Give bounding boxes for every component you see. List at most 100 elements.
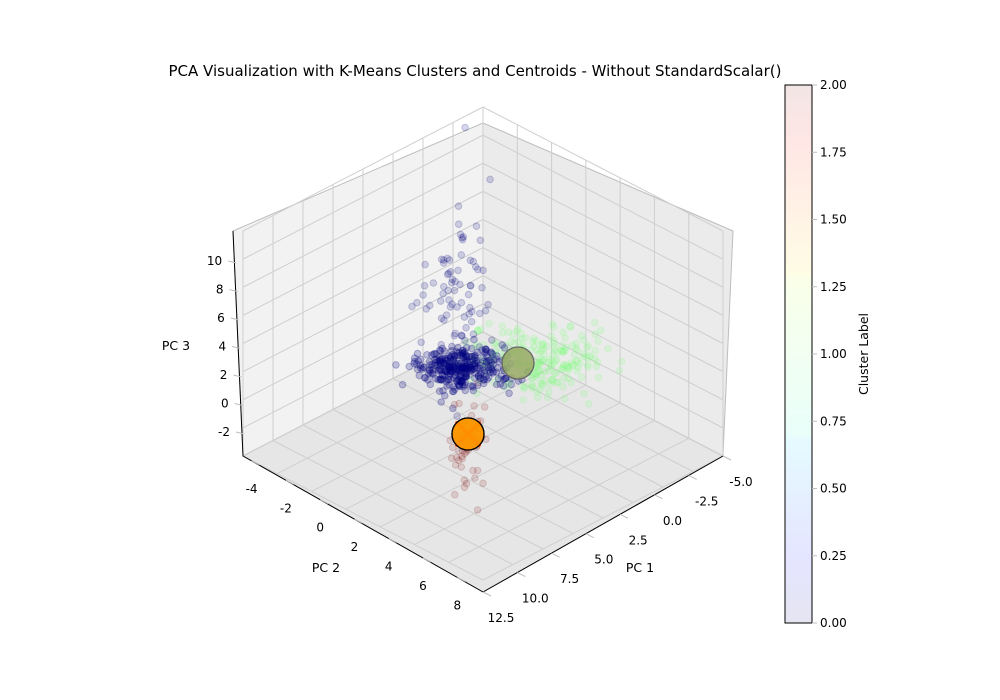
data-point — [577, 373, 586, 382]
data-point — [428, 363, 436, 372]
data-point — [451, 385, 459, 394]
data-point — [528, 380, 536, 389]
y-tick-label: -4 — [246, 482, 258, 496]
data-point — [454, 360, 463, 369]
data-point — [580, 389, 588, 398]
data-point — [437, 255, 446, 264]
data-point — [436, 359, 445, 368]
y-tick-label: 2 — [351, 540, 359, 554]
data-point — [482, 345, 491, 354]
data-point — [446, 362, 454, 371]
grid-lines — [242, 106, 724, 581]
data-point — [472, 222, 481, 230]
data-point — [419, 291, 427, 299]
data-point — [532, 337, 541, 345]
data-point — [440, 359, 449, 368]
data-point — [489, 369, 497, 377]
data-point — [492, 355, 500, 364]
data-point — [452, 453, 461, 462]
x-tick-mark — [654, 494, 663, 500]
data-point — [458, 380, 467, 389]
x-tick-mark — [722, 455, 732, 461]
data-point — [579, 350, 588, 358]
data-point — [548, 375, 556, 384]
data-point — [446, 354, 455, 362]
data-point — [458, 363, 467, 371]
data-point — [473, 506, 482, 514]
grid-line — [311, 366, 552, 492]
data-point — [462, 372, 470, 380]
data-point — [507, 380, 516, 389]
data-point — [479, 379, 488, 388]
grid-line — [392, 378, 634, 503]
data-point — [548, 320, 557, 329]
data-point — [444, 286, 453, 295]
centroid-cluster-1 — [501, 346, 535, 380]
data-point — [579, 352, 588, 361]
data-point — [441, 356, 450, 364]
data-point — [443, 357, 451, 365]
data-point — [593, 358, 602, 366]
data-point — [484, 300, 492, 309]
data-point — [547, 376, 556, 384]
data-point — [482, 357, 491, 366]
data-point — [459, 364, 468, 373]
colorbar: 0.00 0.25 0.50 0.75 1.00 1.25 1.50 1.75 2.00 Clu… — [784, 78, 871, 630]
x-axis-line — [482, 455, 724, 593]
data-point — [458, 363, 467, 372]
data-point — [398, 380, 407, 389]
data-point — [445, 363, 453, 371]
grid-line — [242, 162, 484, 288]
data-point — [476, 374, 484, 383]
data-point — [550, 369, 559, 378]
data-point — [459, 353, 468, 361]
data-point — [472, 357, 481, 366]
z-tick-label: 2 — [220, 368, 228, 382]
data-point — [529, 382, 537, 391]
data-point — [435, 357, 443, 365]
data-point — [499, 382, 508, 390]
data-point — [458, 234, 466, 242]
data-point — [468, 352, 476, 361]
data-point — [533, 346, 541, 354]
data-point — [446, 303, 455, 311]
data-point — [573, 363, 582, 372]
data-point — [467, 344, 476, 353]
data-point — [465, 363, 474, 372]
data-point — [591, 330, 600, 339]
data-point — [434, 361, 442, 369]
data-point — [517, 329, 526, 338]
data-point — [462, 372, 471, 381]
data-point — [440, 282, 448, 291]
data-point — [540, 367, 549, 376]
data-point — [454, 359, 463, 368]
data-point — [502, 374, 510, 382]
data-point — [466, 282, 475, 290]
data-point — [443, 367, 451, 376]
data-point — [505, 389, 513, 398]
data-point — [539, 341, 547, 350]
data-point — [456, 370, 465, 379]
data-point — [459, 346, 467, 355]
data-point — [583, 353, 591, 362]
data-point — [447, 352, 456, 360]
data-point — [416, 361, 425, 370]
data-point — [470, 352, 479, 360]
y-axis-line — [242, 455, 484, 593]
data-point — [573, 367, 581, 376]
data-point — [441, 365, 450, 373]
data-point — [518, 335, 526, 343]
data-point — [421, 374, 429, 382]
data-point — [426, 301, 434, 310]
data-point — [489, 378, 498, 387]
data-point — [471, 360, 479, 368]
data-point — [435, 357, 444, 365]
data-point — [448, 366, 457, 375]
data-point — [450, 331, 459, 340]
data-point — [536, 367, 544, 376]
data-point — [422, 305, 431, 313]
data-point — [552, 369, 560, 377]
data-point — [435, 353, 444, 361]
